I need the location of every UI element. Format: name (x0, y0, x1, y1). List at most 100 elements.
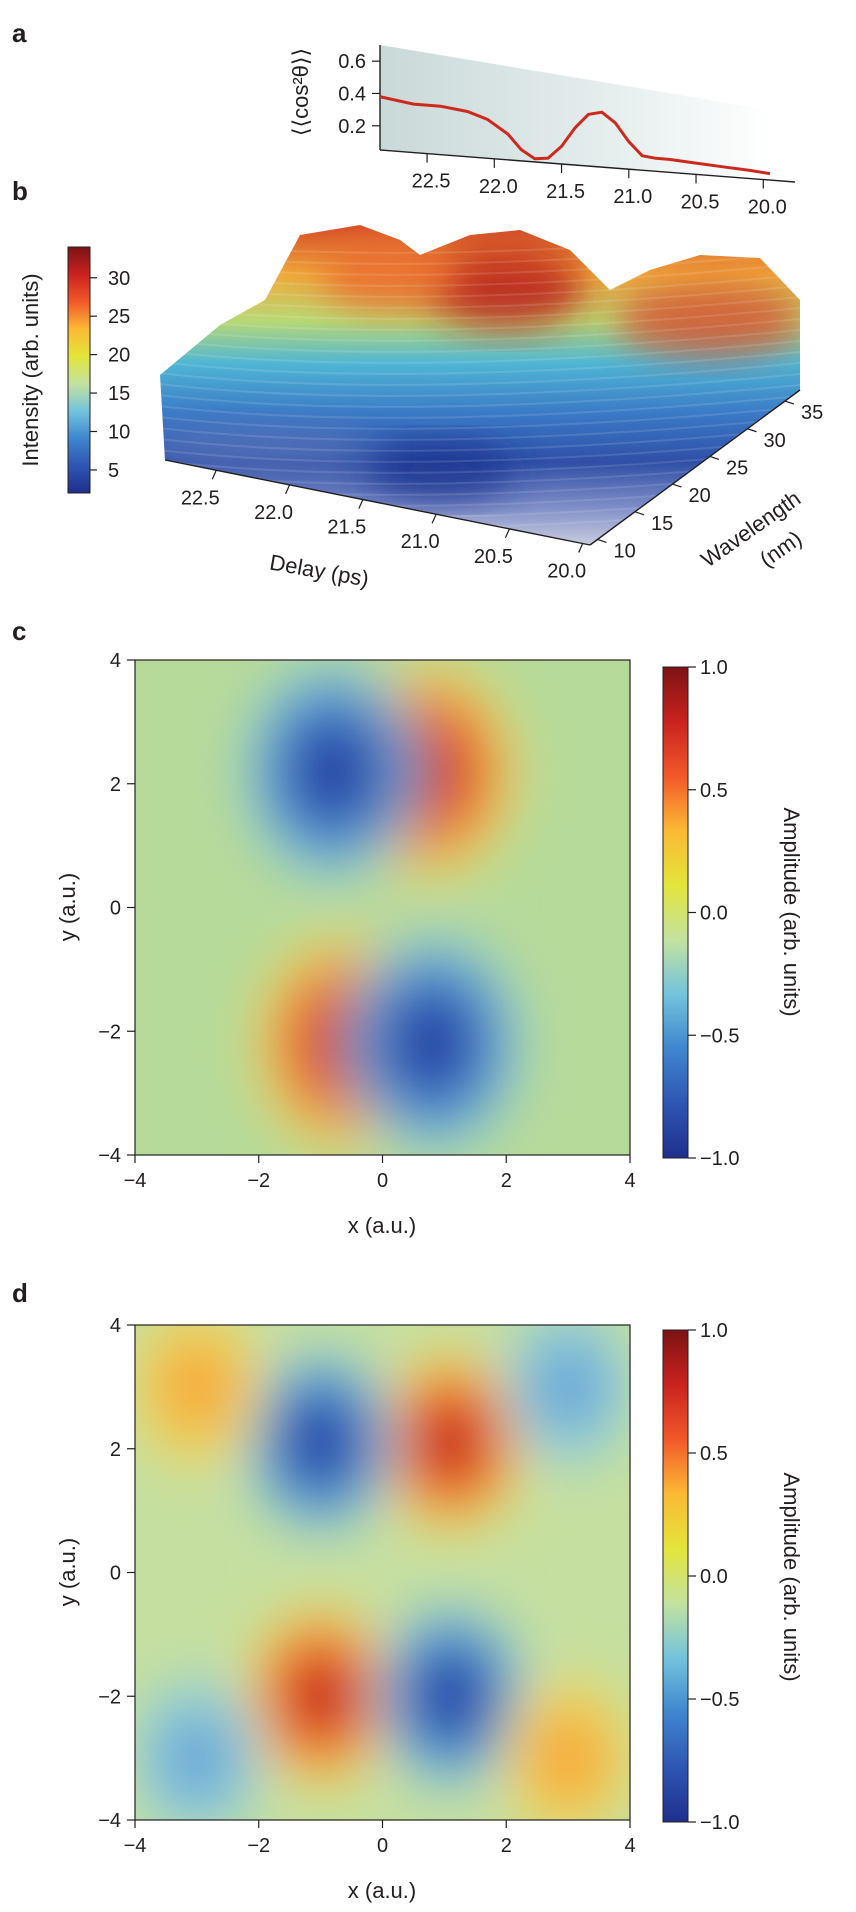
panel-b-colorbar (67, 246, 91, 494)
panel-d-y-tick-label: 0 (110, 1563, 121, 1585)
panel-b-x-tick-label: 21.0 (401, 531, 440, 553)
panel-c-x-tick-label: 0 (377, 1170, 388, 1192)
panel-c-x-tick-label: −2 (247, 1170, 270, 1192)
panel-c-colorbar (662, 666, 689, 1159)
panel-d-positive-lobe (364, 1337, 537, 1548)
panel-b-colorbar-tick-label: 10 (108, 422, 130, 444)
panel-d-colorbar-tick-label: 0.0 (700, 1566, 728, 1588)
panel-c-colorbar-tick-label: −0.5 (700, 1025, 739, 1047)
panel-b-x-tick-label: 21.5 (327, 517, 366, 539)
panel-a-x-tick-label: 20.5 (681, 191, 720, 213)
panel-b-surface-ridge (160, 438, 800, 463)
panel-b-colorbar-label: Intensity (arb. units) (18, 273, 43, 466)
panel-c-y-axis-label: y (a.u.) (55, 873, 80, 941)
panel-label-a: a (12, 18, 27, 48)
panel-c-x-tick-label: −4 (124, 1170, 147, 1192)
panel-c-heatmap: −4 −2 0 2 4 4 2 0 −2 −4 1.0 0.5 0.0 −0.5 −1.0 x (a.u… (55, 650, 804, 1238)
panel-d-x-tick-label: 4 (624, 1835, 635, 1857)
panel-label-d: d (12, 1278, 28, 1308)
panel-c-colorbar-tick-label: 0.5 (700, 780, 728, 802)
panel-b-surface-ridge (160, 405, 800, 430)
panel-c-y-tick-label: −2 (98, 1021, 121, 1043)
panel-d-y-tick-label: −2 (98, 1686, 121, 1708)
panel-b-surface-ridge (160, 383, 800, 408)
panel-b-surface-ridge (160, 449, 800, 474)
panel-b-surface-ridge (160, 416, 800, 441)
panel-a-y-tick-label: 0.6 (338, 51, 366, 73)
panel-c-x-tick-label: 2 (501, 1170, 512, 1192)
panel-d-y-tick-label: 4 (110, 1315, 121, 1337)
panel-c-colorbar-tick-label: 1.0 (700, 657, 728, 679)
panel-b-wavelength-tick (784, 400, 795, 405)
panel-d-x-tick-label: 0 (377, 1835, 388, 1857)
panel-b-x-tick (431, 513, 437, 524)
panel-c-y-tick-label: 4 (110, 650, 121, 672)
panel-b-surface-ridge (160, 394, 800, 419)
panel-a-x-tick-label: 20.0 (748, 197, 787, 219)
panel-c-colorbar-tick-label: 0.0 (700, 903, 728, 925)
panel-b-wavelength-tick (747, 428, 757, 433)
panel-b-surface-plot: 30 25 20 15 10 5 Intensity (arb. units) 22.5 2… (18, 225, 823, 592)
panel-a-series-line (379, 95, 771, 176)
panel-b-surface-ridge (160, 306, 800, 331)
panel-b-colorbar-tick-label: 20 (108, 345, 130, 367)
panel-b-colorbar-tick-label: 15 (108, 383, 130, 405)
panel-b-surface-ridge (160, 427, 800, 452)
panel-b-x-tick (504, 528, 510, 539)
panel-b-wavelength-tick-label: 20 (689, 485, 711, 507)
panel-d-y-tick-label: 2 (110, 1439, 121, 1461)
panel-d-colorbar-tick-label: −1.0 (700, 1812, 739, 1834)
panel-a-y-axis-label: ⟨⟨cos²θ⟩⟩ (288, 48, 313, 136)
panel-c-negative-lobe (329, 918, 535, 1155)
panel-d-positive-lobe (234, 1591, 407, 1802)
panel-b-x-tick (578, 543, 584, 553)
panel-b-wavelength-tick (672, 483, 682, 488)
panel-b-wavelength-tick-label: 25 (726, 457, 748, 479)
panel-d-colorbar-tick-label: 0.5 (700, 1443, 728, 1465)
panel-d-negative-lobe (494, 1325, 630, 1477)
panel-b-wavelength-tick-label: 15 (651, 513, 673, 535)
panel-d-x-tick-label: 2 (501, 1835, 512, 1857)
panel-d-x-tick-label: −2 (247, 1835, 270, 1857)
panel-b-surface-ridge (160, 361, 800, 386)
panel-a-x-tick-label: 22.5 (412, 171, 451, 193)
panel-b-delay-axis (164, 459, 591, 546)
panel-c-y-tick-label: 2 (110, 774, 121, 796)
panel-d-x-tick-label: −4 (124, 1835, 147, 1857)
panel-d-colorbar-tick-label: −0.5 (700, 1689, 739, 1711)
panel-b-colorbar-tick-label: 5 (108, 460, 119, 482)
panel-a-x-tick-label: 21.0 (613, 186, 652, 208)
panel-c-y-tick-label: −4 (98, 1145, 121, 1167)
panel-b-colorbar-tick-label: 30 (108, 268, 130, 290)
panel-b-wavelength-tick (597, 538, 607, 544)
panel-c-x-tick-label: 4 (624, 1170, 635, 1192)
panel-b-x-tick (358, 499, 364, 509)
panel-b-wavelength-tick-label: 10 (614, 540, 636, 562)
panel-a-y-tick-label: 0.4 (338, 83, 366, 105)
panel-a-line-chart: 0.6 0.4 0.2 22.5 22.0 21.5 21.0 20.5 20.0 ⟨⟨cos… (288, 45, 796, 219)
panel-c-colorbar-tick-label: −1.0 (700, 1148, 739, 1170)
panel-b-surface-ridge (160, 317, 800, 342)
panel-b-x-tick (285, 484, 291, 495)
panel-b-x-tick-label: 22.5 (181, 487, 220, 509)
panel-d-negative-lobe (364, 1591, 537, 1802)
panel-d-negative-lobe (234, 1337, 407, 1548)
panel-d-negative-lobe (135, 1668, 271, 1820)
panel-d-positive-lobe (135, 1325, 271, 1477)
panel-b-wavelength-tick-label: 30 (764, 430, 786, 452)
panel-b-x-axis-label: Delay (ps) (268, 550, 371, 592)
panel-a-y-tick-label: 0.2 (338, 116, 366, 138)
panel-b-x-tick-label: 22.0 (254, 502, 293, 524)
panel-d-colorbar-tick-label: 1.0 (700, 1320, 728, 1342)
panel-b-wavelength-tick (709, 455, 720, 460)
panel-c-negative-lobe (230, 660, 436, 897)
panel-b-wavelength-tick (634, 511, 645, 516)
panel-c-y-tick-label: 0 (110, 898, 121, 920)
panel-a-plot-wall (380, 45, 770, 180)
panel-d-colorbar-label: Amplitude (arb. units) (779, 1472, 804, 1681)
panel-label-c: c (12, 616, 26, 646)
panel-b-surface-ridge (160, 372, 800, 397)
panel-b-surface-ridge (160, 328, 800, 353)
panel-a-x-tick-label: 21.5 (546, 181, 585, 203)
